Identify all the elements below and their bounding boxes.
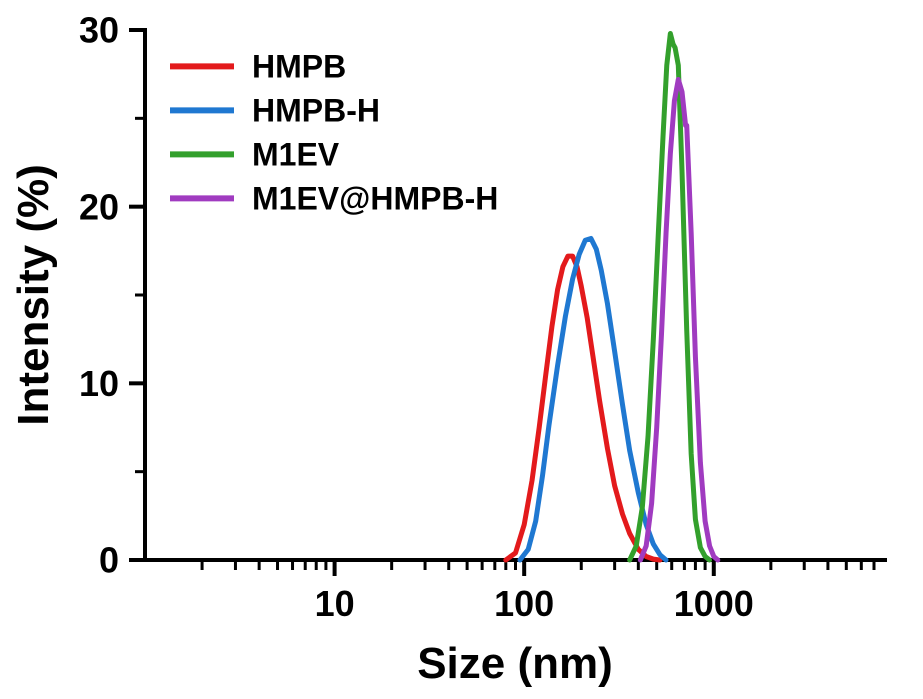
legend-label: M1EV@HMPB-H xyxy=(252,181,498,217)
legend-label: M1EV xyxy=(252,137,340,173)
x-tick-label: 10 xyxy=(315,583,355,624)
legend-label: HMPB xyxy=(252,49,346,85)
chart-container: 10 100 1000 0 10 20 30 Size (nm) Intensity (%) HM… xyxy=(0,0,923,699)
y-tick-label: 30 xyxy=(79,10,119,51)
y-axis-label: Intensity (%) xyxy=(9,164,58,426)
size-intensity-chart: 10 100 1000 0 10 20 30 Size (nm) Intensity (%) HM… xyxy=(0,0,923,699)
y-tick-label: 20 xyxy=(79,186,119,227)
x-axis-label: Size (nm) xyxy=(417,639,613,688)
y-tick-label: 0 xyxy=(99,540,119,581)
x-tick-label: 100 xyxy=(494,583,554,624)
legend-label: HMPB-H xyxy=(252,93,380,129)
y-tick-label: 10 xyxy=(79,363,119,404)
x-tick-label: 1000 xyxy=(674,583,754,624)
